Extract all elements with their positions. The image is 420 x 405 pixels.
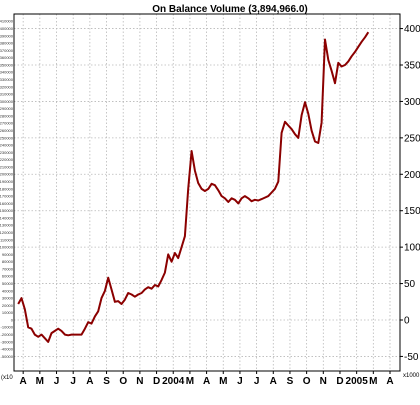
left-tick-label: 220000 [0, 157, 14, 162]
left-tick-label: 330000 [0, 77, 14, 82]
x-tick-label: M [186, 376, 194, 387]
right-tick-label: 250 [404, 133, 420, 144]
left-tick-label: 70000 [2, 266, 14, 271]
left-tick-label: 20000 [2, 303, 14, 308]
x-tick-label: A [203, 376, 210, 387]
right-tick-label: 150 [404, 206, 420, 217]
x-tick-label: D [153, 376, 160, 387]
left-tick-label: 10000 [2, 310, 14, 315]
left-tick-label: 350000 [0, 62, 14, 67]
left-tick-label: 250000 [0, 135, 14, 140]
left-tick-label: -40000 [1, 347, 14, 352]
left-tick-label: -30000 [1, 339, 14, 344]
left-tick-label: 410000 [0, 19, 14, 24]
x-tick-label: J [70, 376, 76, 387]
left-tick-label: 320000 [0, 84, 14, 89]
x-tick-label: M [369, 376, 377, 387]
left-tick-label: 140000 [0, 215, 14, 220]
x-tick-label: N [320, 376, 327, 387]
left-tick-label: 80000 [2, 259, 14, 264]
x-tick-label: J [54, 376, 60, 387]
left-tick-label: 400000 [0, 26, 14, 31]
x-tick-label: S [287, 376, 294, 387]
x-tick-label: M [219, 376, 227, 387]
x-tick-label: O [303, 376, 311, 387]
left-tick-label: 380000 [0, 41, 14, 46]
x-tick-label: 2004 [162, 376, 185, 387]
left-tick-label: 340000 [0, 70, 14, 75]
right-tick-label: 0 [404, 316, 410, 327]
left-tick-label: 30000 [2, 296, 14, 301]
x-tick-label: A [386, 376, 393, 387]
right-tick-label: -50 [404, 352, 419, 363]
left-tick-label: 370000 [0, 48, 14, 53]
left-tick-label: 180000 [0, 186, 14, 191]
left-tick-label: 160000 [0, 201, 14, 206]
x-tick-label: O [119, 376, 127, 387]
x-tick-label: M [36, 376, 44, 387]
left-tick-label: 0 [11, 317, 14, 322]
obv-line [17, 31, 370, 343]
left-tick-label: -10000 [1, 325, 14, 330]
x-tick-label: A [86, 376, 93, 387]
chart-title: On Balance Volume (3,894,966.0) [152, 4, 307, 15]
left-tick-label: 130000 [0, 223, 14, 228]
left-tick-label: 230000 [0, 150, 14, 155]
left-tick-label: 50000 [2, 281, 14, 286]
left-tick-label: 240000 [0, 143, 14, 148]
x-tick-label: A [270, 376, 277, 387]
left-tick-label: 170000 [0, 194, 14, 199]
left-tick-label: -20000 [1, 332, 14, 337]
x-tick-label: A [20, 376, 27, 387]
left-tick-label: 100000 [0, 245, 14, 250]
right-tick-label: 50 [404, 279, 416, 290]
left-tick-label: 290000 [0, 106, 14, 111]
left-tick-label: 390000 [0, 33, 14, 38]
left-tick-label: 300000 [0, 99, 14, 104]
x-tick-label: D [336, 376, 343, 387]
right-tick-label: 400 [404, 24, 420, 35]
left-tick-label: 120000 [0, 230, 14, 235]
left-tick-label: 310000 [0, 92, 14, 97]
x-tick-label: J [254, 376, 260, 387]
left-tick-label: 280000 [0, 113, 14, 118]
right-tick-label: 100 [404, 243, 420, 254]
left-tick-label: 40000 [2, 288, 14, 293]
right-tick-label: 350 [404, 61, 420, 72]
left-tick-label: 270000 [0, 121, 14, 126]
left-tick-label: 260000 [0, 128, 14, 133]
right-tick-label: 200 [404, 170, 420, 181]
x-tick-label: 2005 [346, 376, 369, 387]
x-tick-label: J [237, 376, 243, 387]
left-tick-label: 200000 [0, 172, 14, 177]
right-tick-label: 300 [404, 97, 420, 108]
x-tick-label: N [136, 376, 143, 387]
left-tick-label: 210000 [0, 164, 14, 169]
left-tick-label: -50000 [1, 354, 14, 359]
left-tick-label: 110000 [0, 237, 14, 242]
left-tick-label: 360000 [0, 55, 14, 60]
x-tick-label: S [103, 376, 110, 387]
left-axis-unit: (x10 [1, 375, 13, 381]
left-tick-label: 60000 [2, 274, 14, 279]
left-tick-label: 150000 [0, 208, 14, 213]
grid-lines [14, 14, 400, 371]
left-tick-label: 90000 [2, 252, 14, 257]
left-tick-label: 190000 [0, 179, 14, 184]
right-axis-unit: x1000 [403, 373, 420, 379]
series-group [17, 31, 370, 343]
